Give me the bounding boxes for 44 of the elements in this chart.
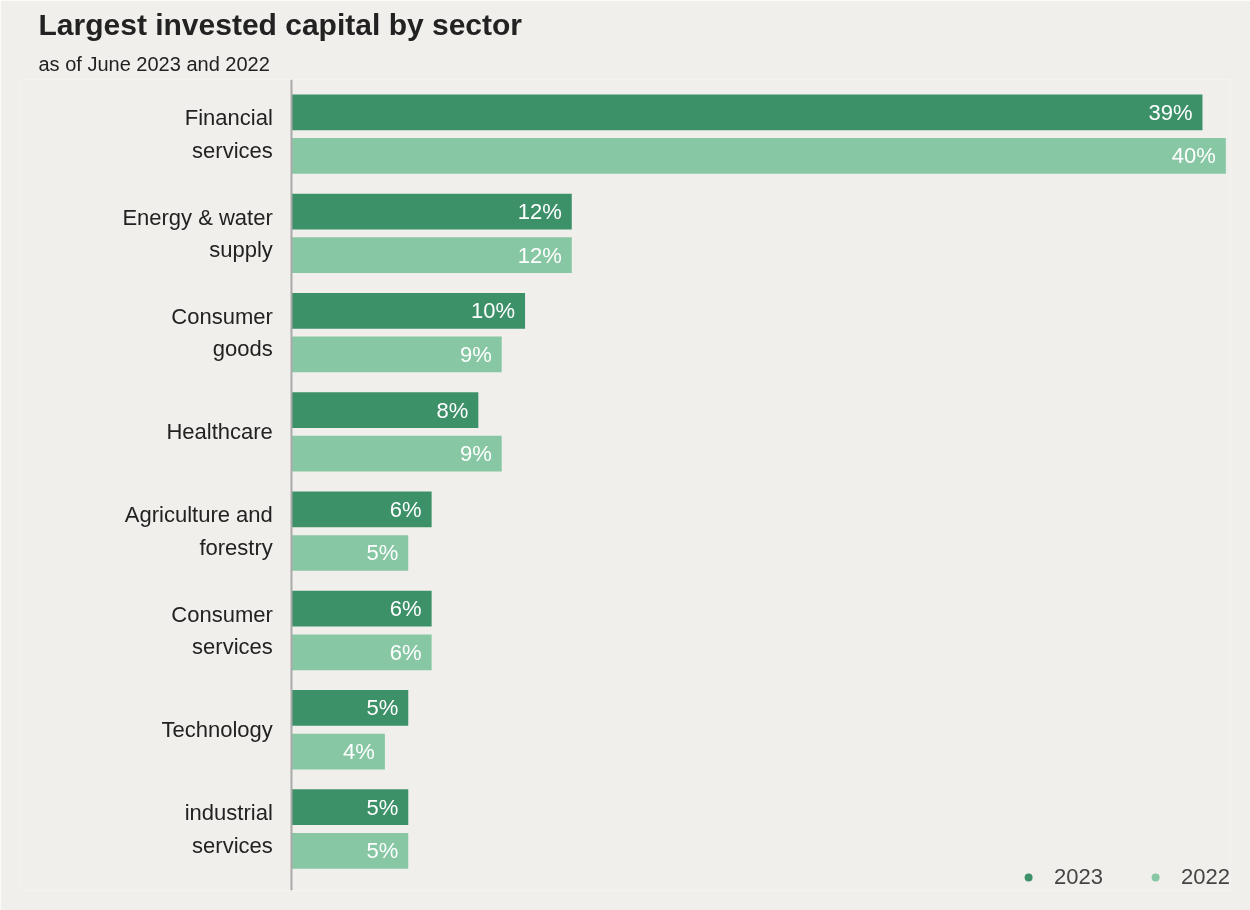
bar — [291, 392, 479, 428]
y-tick-label: Energy & water supply — [122, 204, 273, 263]
data-label: 12% — [517, 242, 562, 268]
y-tick-label: Financial services — [184, 105, 273, 163]
bar — [291, 193, 572, 230]
data-label: 5% — [366, 838, 399, 864]
data-label: 5% — [366, 695, 399, 721]
chart-subtitle: as of June 2023 and 2022 — [38, 52, 270, 75]
legend-label: 2022 — [1181, 864, 1230, 890]
bar — [291, 491, 432, 528]
data-label: 6% — [389, 596, 422, 622]
bar — [291, 94, 1203, 131]
data-label: 12% — [517, 199, 562, 225]
y-tick-label: Consumer goods — [171, 303, 273, 362]
legend-label: 2023 — [1054, 864, 1104, 890]
y-tick-label: industrial services — [184, 800, 273, 858]
bar — [291, 634, 432, 671]
data-label: 5% — [366, 540, 399, 566]
bar — [291, 689, 409, 726]
y-tick-label: Healthcare — [166, 419, 273, 445]
y-tick-label: Agriculture and forestry — [124, 502, 273, 560]
data-label: 4% — [343, 739, 375, 765]
data-label: 9% — [459, 441, 492, 467]
bar — [291, 138, 1226, 174]
y-tick-label: Technology — [161, 717, 273, 743]
data-label: 8% — [436, 397, 469, 423]
data-label: 40% — [1171, 143, 1216, 169]
y-tick-label: Consumer services — [171, 601, 273, 660]
data-label: 39% — [1148, 99, 1193, 125]
data-label: 9% — [459, 341, 492, 367]
bar — [291, 336, 502, 373]
bar — [291, 237, 572, 274]
data-label: 5% — [366, 794, 399, 820]
bar — [291, 292, 526, 329]
bar — [291, 535, 409, 571]
bar — [291, 789, 409, 825]
data-label: 10% — [471, 298, 516, 324]
chart-title: Largest invested capital by sector — [38, 7, 523, 41]
data-label: 6% — [389, 639, 422, 665]
bar — [291, 435, 502, 472]
bar — [291, 733, 385, 770]
bar — [291, 590, 432, 627]
data-label: 6% — [389, 496, 422, 522]
bar — [291, 832, 409, 869]
